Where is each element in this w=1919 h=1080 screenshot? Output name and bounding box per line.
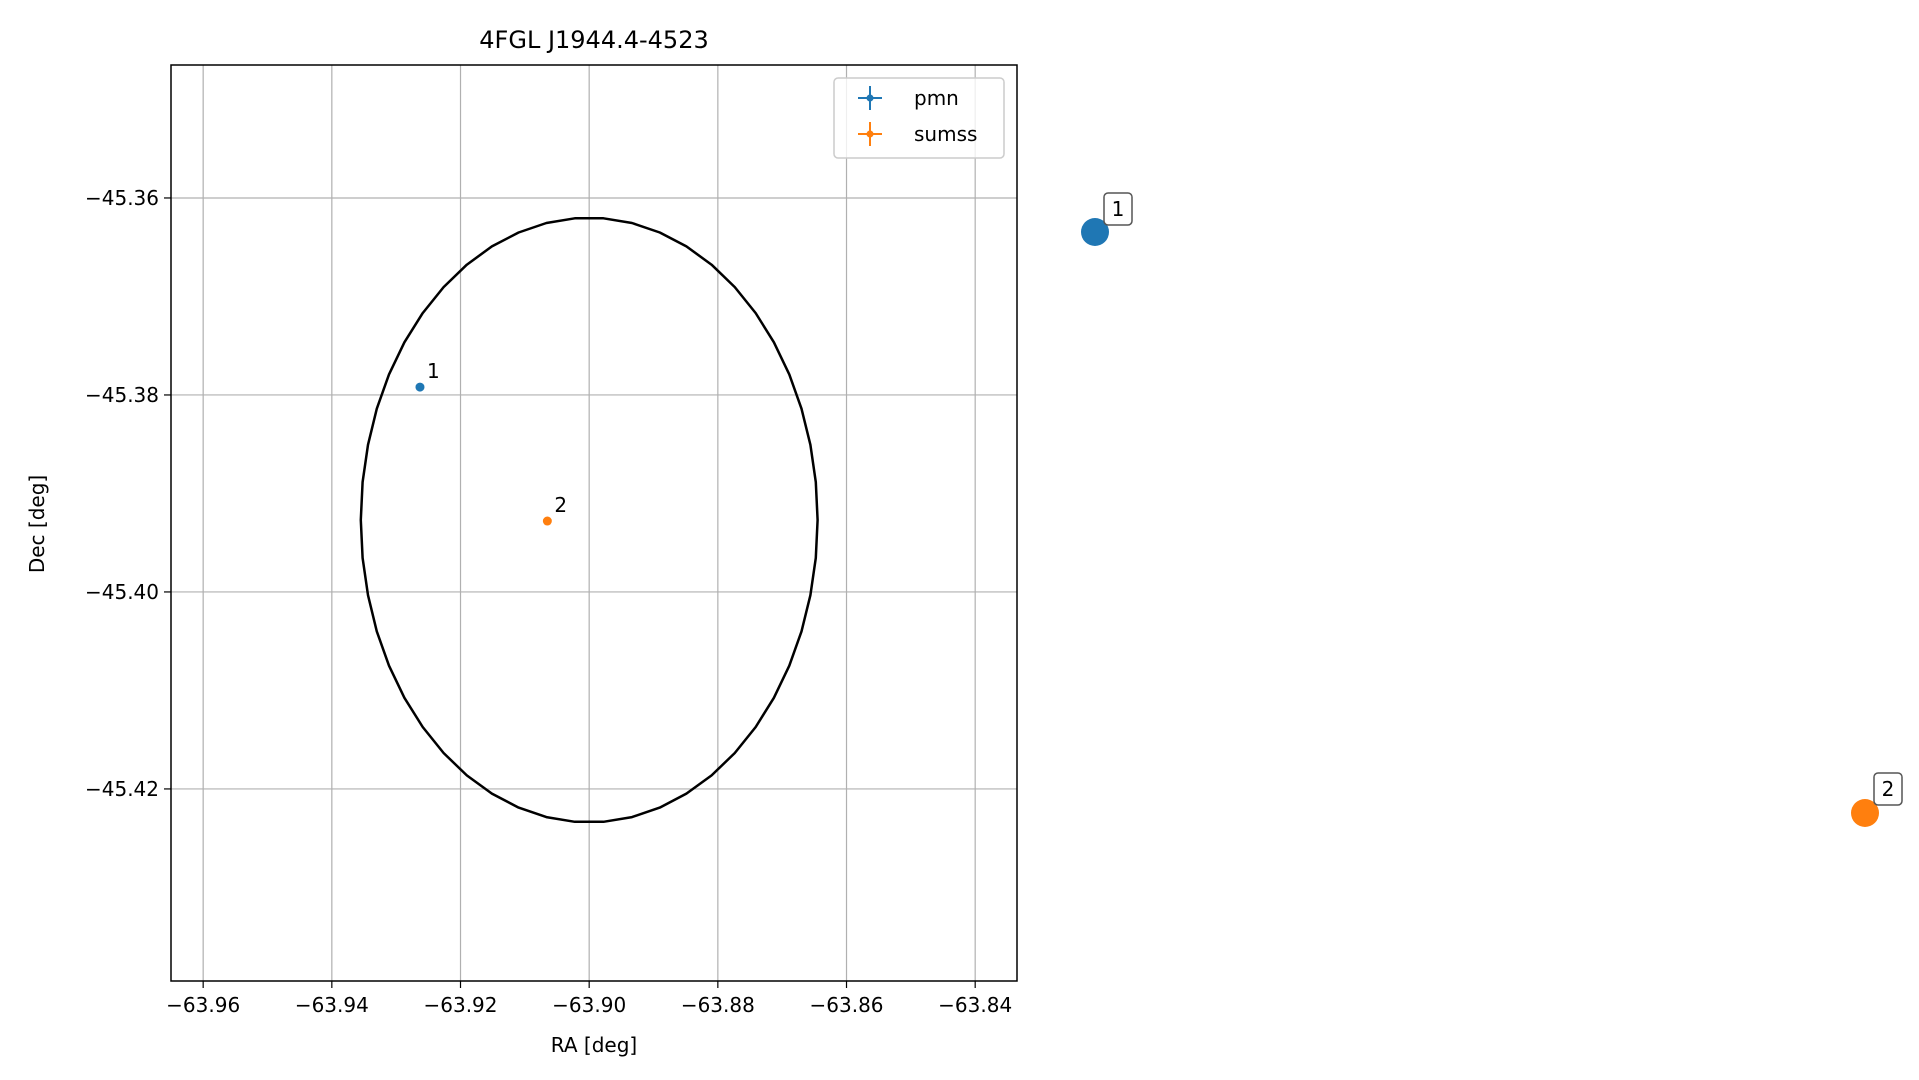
x-tick-label: −63.92 (423, 993, 497, 1017)
data-point-sumss (542, 516, 552, 526)
legend-entry-pmn: pmn (858, 86, 959, 110)
side-marker-2: 2 (1851, 772, 1903, 827)
side-marker-1: 1 (1081, 192, 1133, 246)
data-point-pmn (415, 382, 425, 392)
y-tick-label: −45.42 (85, 777, 159, 801)
side-marker-badge-1 (1103, 192, 1133, 226)
axis-ticks: −63.96 −63.94 −63.92 −63.90 −63.88 −63.86 −63.… (85, 186, 1012, 1017)
side-marker-dot-1 (1081, 218, 1109, 246)
x-tick-label: −63.94 (295, 993, 369, 1017)
y-tick-label: −45.36 (85, 186, 159, 210)
localization-ellipse-group (359, 217, 819, 824)
x-tick-label: −63.88 (681, 993, 755, 1017)
x-tick-label: −63.86 (810, 993, 884, 1017)
side-marker-badge-2 (1873, 772, 1903, 806)
y-axis-label: Dec [deg] (25, 475, 49, 573)
data-points: 12 (415, 359, 567, 526)
x-tick-label: −63.84 (938, 993, 1012, 1017)
side-marker-dot-2 (1851, 799, 1879, 827)
data-point-label: 1 (427, 359, 440, 383)
plot-frame (170, 64, 1018, 982)
axes-frame (170, 64, 1018, 982)
localization-ellipse (359, 217, 819, 824)
legend-label-pmn: pmn (914, 86, 959, 110)
data-point-label: 2 (554, 493, 567, 517)
legend-entry-sumss: sumss (858, 122, 977, 146)
x-axis-label: RA [deg] (551, 1033, 637, 1057)
side-marker-text-2: 2 (1882, 777, 1895, 801)
legend-label-sumss: sumss (914, 122, 977, 146)
x-tick-label: −63.96 (166, 993, 240, 1017)
y-tick-label: −45.40 (85, 580, 159, 604)
x-tick-label: −63.90 (552, 993, 626, 1017)
y-tick-label: −45.38 (85, 383, 159, 407)
legend: pmn sumss (833, 77, 1005, 159)
side-marker-text-1: 1 (1112, 197, 1125, 221)
grid (171, 65, 1017, 981)
chart-title: 4FGL J1944.4-4523 (479, 26, 708, 54)
